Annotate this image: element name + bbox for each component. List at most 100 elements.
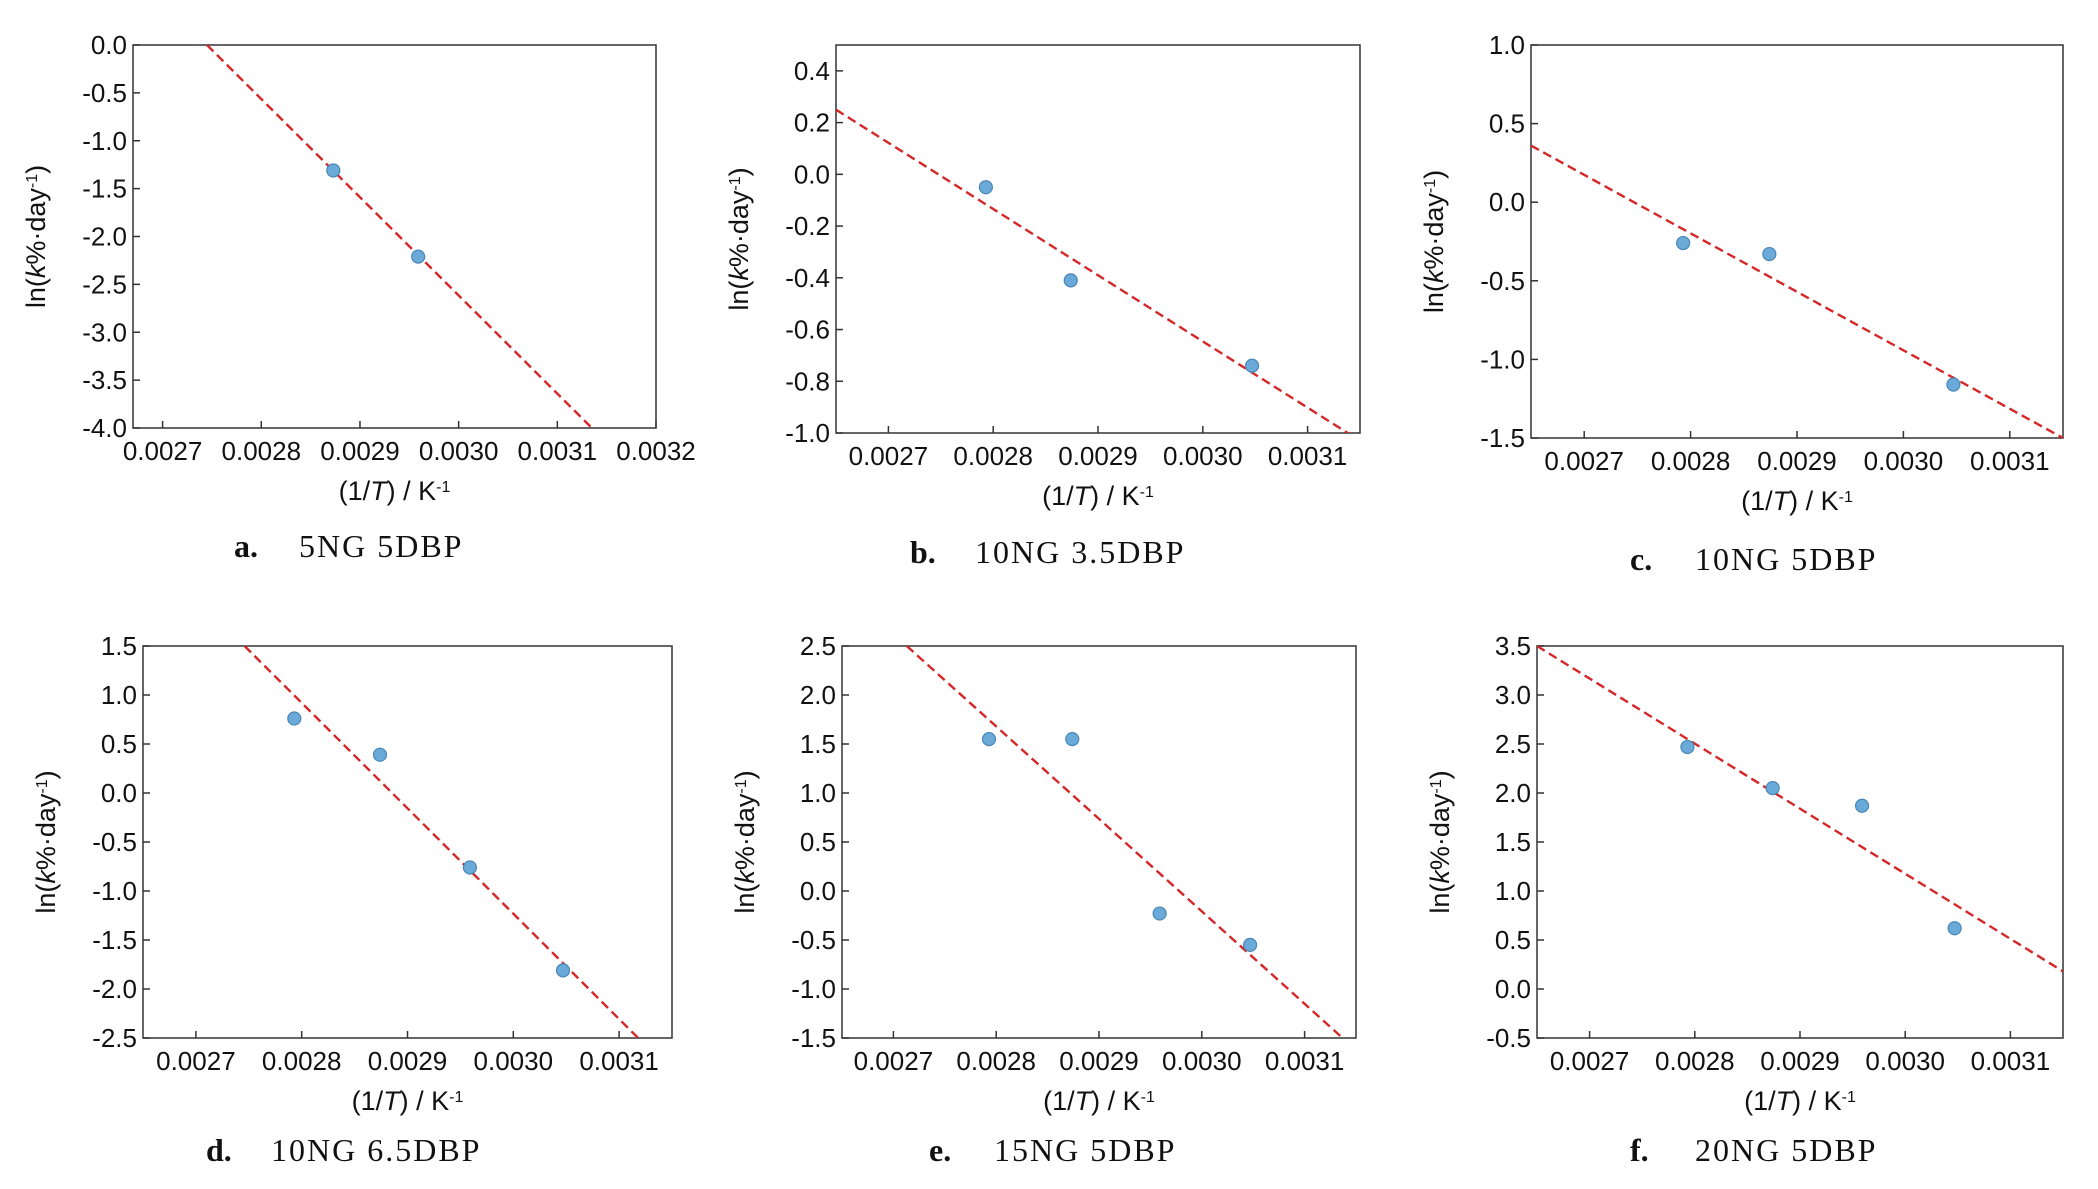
y-tick-label: 1.0 [1489,30,1525,60]
y-tick-label: 2.0 [1495,778,1531,808]
y-tick-label: -1.5 [1480,423,1525,453]
x-tick-label: 0.0031 [1970,446,2050,476]
fit-line [243,646,639,1038]
x-tick-label: 0.0031 [1971,1046,2051,1076]
x-tick-label: 0.0030 [419,436,499,466]
y-axis-label: ln(k%·day-1) [724,167,754,310]
x-tick-label: 0.0028 [1651,446,1731,476]
x-tick-label: 0.0030 [1865,1046,1945,1076]
data-point [1947,921,1962,936]
x-axis-label: (1/T) / K-1 [1042,481,1154,511]
plot-frame [1536,645,2064,1039]
y-tick-label: -0.5 [1486,1023,1531,1053]
plot-frame [142,645,673,1039]
x-axis-label: (1/T) / K-1 [1744,1086,1856,1116]
y-tick-label: -4.0 [82,413,127,443]
data-point [1676,235,1691,251]
caption-text: 15NG 5DBP [994,1132,1176,1168]
y-tick-label: 1.0 [800,778,836,808]
y-tick-label: 2.0 [800,680,836,710]
x-tick-label: 0.0030 [1864,446,1944,476]
y-tick-label: -1.0 [1480,344,1525,374]
data-point [287,711,302,726]
x-axis-label: (1/T) / K-1 [1043,1086,1155,1116]
y-tick-label: 1.5 [800,729,836,759]
y-tick-label: -2.5 [92,1023,137,1053]
data-point [372,747,388,762]
y-tick-label: 3.0 [1495,680,1531,710]
x-tick-label: 0.0029 [1059,1046,1139,1076]
data-point [1765,780,1780,796]
x-tick-label: 0.0029 [368,1046,448,1076]
y-axis-label: ln(k%·day-1) [730,770,760,913]
x-tick-label: 0.0029 [1757,446,1837,476]
x-tick-label: 0.0031 [1265,1046,1345,1076]
y-tick-label: -1.0 [791,974,836,1004]
y-axis-label: ln(k%·day-1) [1425,770,1455,913]
x-tick-label: 0.0027 [1544,446,1624,476]
x-tick-label: 0.0027 [1550,1046,1630,1076]
y-tick-label: 2.5 [1495,729,1531,759]
y-tick-label: 0.0 [794,159,830,189]
caption-letter: a. [234,528,258,564]
y-axis-label: ln(k%·day-1) [21,165,51,308]
x-tick-label: 0.0027 [849,441,929,471]
plot-frame [132,44,657,429]
x-axis-label: (1/T) / K-1 [1741,486,1853,516]
fit-line [905,646,1344,1038]
panel-c: 0.0027 0.0028 0.0029 0.0030 0.0031 1.0 0.5 0.0 -… [1419,30,2064,577]
y-tick-label: -0.5 [92,827,137,857]
y-tick-label: 3.5 [1495,631,1531,661]
y-tick-label: -0.5 [791,925,836,955]
caption-text: 10NG 5DBP [1695,541,1877,577]
y-tick-label: -0.2 [785,211,830,241]
y-tick-label: -2.0 [92,974,137,1004]
fit-line [1537,646,2063,973]
y-tick-label: 0.0 [91,30,127,60]
y-tick-label: 0.0 [1489,187,1525,217]
y-tick-label: -0.5 [82,78,127,108]
y-tick-label: 0.0 [800,876,836,906]
y-axis-label: ln(k%·day-1) [1419,170,1449,313]
y-tick-label: 0.0 [101,778,137,808]
data-point [462,860,478,875]
x-tick-label: 0.0029 [320,436,400,466]
x-tick-label: 0.0031 [518,436,598,466]
x-tick-label: 0.0030 [1162,1046,1242,1076]
fit-line [206,45,593,428]
data-point [1680,739,1695,755]
caption-text: 5NG 5DBP [299,528,463,564]
x-tick-label: 0.0030 [1163,441,1243,471]
x-tick-label: 0.0031 [1268,441,1348,471]
y-tick-label: -0.5 [1480,266,1525,296]
data-point [1152,906,1167,921]
caption-text: 20NG 5DBP [1695,1132,1877,1168]
data-point [1762,246,1777,262]
x-tick-label: 0.0028 [222,436,302,466]
y-tick-label: -2.0 [82,222,127,252]
y-tick-label: -2.5 [82,269,127,299]
y-tick-label: -1.5 [82,174,127,204]
y-tick-label: 1.5 [1495,827,1531,857]
panel-d: 0.0027 0.0028 0.0029 0.0030 0.0031 1.5 1.0 0.5 0… [31,631,673,1168]
caption-letter: c. [1630,541,1652,577]
y-tick-label: -3.0 [82,317,127,347]
caption-letter: f. [1630,1132,1649,1168]
y-tick-label: 0.5 [1495,925,1531,955]
x-tick-label: 0.0029 [1058,441,1138,471]
data-point [555,963,571,978]
y-tick-label: -3.5 [82,365,127,395]
y-tick-label: -1.0 [785,418,830,448]
x-tick-label: 0.0027 [854,1046,934,1076]
y-tick-label: -0.4 [785,263,830,293]
y-tick-label: 2.5 [800,631,836,661]
data-point [1065,731,1080,747]
caption-letter: d. [206,1132,232,1168]
x-axis-label: (1/T) / K-1 [339,476,451,506]
y-tick-label: 0.5 [800,827,836,857]
y-tick-label: 0.0 [1495,974,1531,1004]
data-point [326,163,341,178]
y-tick-label: 1.0 [101,680,137,710]
y-axis-label: ln(k%·day-1) [31,770,61,913]
x-tick-label: 0.0028 [1655,1046,1735,1076]
